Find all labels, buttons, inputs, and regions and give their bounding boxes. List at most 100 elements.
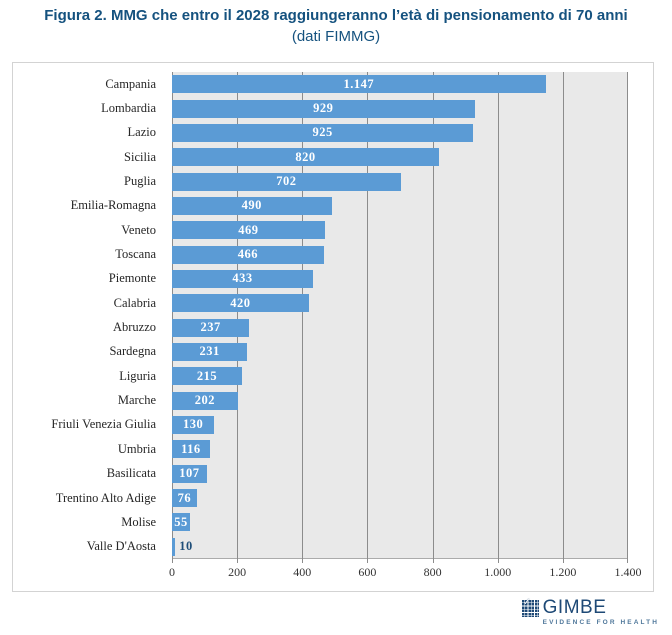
- category-label: Lombardia: [101, 101, 156, 116]
- bar-value-label: 466: [237, 247, 259, 262]
- category-label: Friuli Venezia Giulia: [51, 417, 156, 432]
- bar-row: 433: [172, 267, 628, 291]
- x-axis-line: [172, 558, 628, 559]
- bar-row: 925: [172, 121, 628, 145]
- bar-value-label: 215: [196, 368, 218, 383]
- bar: 820: [172, 148, 440, 167]
- category-label: Emilia-Romagna: [70, 198, 156, 213]
- bar-row: 215: [172, 364, 628, 388]
- gridline: [432, 72, 434, 559]
- bar-value-label: 231: [199, 344, 220, 359]
- category-label: Molise: [121, 514, 156, 529]
- category-label: Sardegna: [109, 344, 156, 359]
- gimbe-logo-tagline: EVIDENCE FOR HEALTH: [542, 619, 659, 626]
- gridline: [237, 72, 239, 559]
- chart-frame: Campania Lombardia Lazio Sicilia Puglia Emili…: [12, 62, 654, 592]
- x-axis-tick-label: 800: [423, 565, 442, 579]
- bar-row: 702: [172, 169, 628, 193]
- bar: 76: [172, 489, 197, 508]
- bar-row: 10: [172, 535, 628, 559]
- bar-value-label: 237: [200, 320, 221, 335]
- bar: 10: [172, 537, 192, 556]
- category-label: Sicilia: [124, 149, 156, 164]
- category-axis-labels: Campania Lombardia Lazio Sicilia Puglia Emili…: [13, 72, 164, 559]
- x-axis-tick-mark: [497, 559, 499, 563]
- bar-value-label: 116: [181, 441, 201, 456]
- bar-row: 237: [172, 315, 628, 339]
- bar-value-label: 490: [241, 198, 262, 213]
- figure-title-block: Figura 2. MMG che entro il 2028 raggiung…: [0, 6, 672, 47]
- gimbe-logo-icon: ✓: [521, 597, 539, 617]
- bar: 237: [172, 318, 250, 337]
- gridline: [497, 72, 499, 559]
- gimbe-logo: ✓ GIMBE EVIDENCE FOR HEALTH: [521, 597, 659, 626]
- category-label: Lazio: [127, 125, 156, 140]
- gridline: [562, 72, 564, 559]
- bar-value-label: 420: [230, 295, 251, 310]
- bar: 116: [172, 440, 210, 459]
- category-label: Calabria: [113, 295, 156, 310]
- category-label: Valle D'Aosta: [86, 539, 156, 554]
- x-axis-tick-label: 1.400: [614, 565, 642, 579]
- category-label: Piemonte: [108, 271, 156, 286]
- bar-row: 76: [172, 486, 628, 510]
- bar-value-label: 929: [313, 101, 334, 116]
- check-icon: ✓: [522, 597, 532, 608]
- gridline: [627, 72, 628, 559]
- bar-value-label: 820: [295, 149, 316, 164]
- category-label: Liguria: [119, 368, 156, 383]
- x-axis-tick-label: 1.000: [484, 565, 512, 579]
- category-label: Basilicata: [106, 466, 156, 481]
- x-axis-tick-labels: 0 200 400 600 800 1.000 1.200 1.400: [169, 565, 642, 581]
- category-label: Abruzzo: [112, 320, 156, 335]
- bar-value-label: 107: [179, 466, 200, 481]
- bar: 929: [172, 99, 475, 118]
- gridline: [302, 72, 304, 559]
- bar-row: 107: [172, 462, 628, 486]
- bar-row: 929: [172, 96, 628, 120]
- category-label: Toscana: [115, 247, 156, 262]
- bar: 469: [172, 221, 325, 240]
- bar-value-label: 10: [179, 539, 193, 554]
- x-axis-tick-mark: [432, 559, 434, 563]
- x-axis-tick-label: 400: [293, 565, 312, 579]
- bar: 490: [172, 196, 332, 215]
- bar: 1.147: [172, 75, 546, 94]
- bar-value-label: 469: [238, 222, 259, 237]
- bar: 420: [172, 294, 309, 313]
- bar: 925: [172, 123, 474, 142]
- x-axis-tick-mark: [172, 559, 173, 563]
- x-axis-tick-mark: [367, 559, 369, 563]
- gridline: [172, 72, 173, 559]
- bar-row: 202: [172, 388, 628, 412]
- x-axis-tick-label: 1.200: [549, 565, 577, 579]
- bar-row: 490: [172, 194, 628, 218]
- category-label: Veneto: [121, 222, 156, 237]
- category-label: Puglia: [124, 174, 156, 189]
- bar-value-label: 702: [276, 174, 297, 189]
- bar: 55: [172, 513, 190, 532]
- category-label: Marche: [117, 393, 156, 408]
- bar: 202: [172, 391, 238, 410]
- x-axis-tick-mark: [627, 559, 628, 563]
- bar-row: 469: [172, 218, 628, 242]
- bar-value-label: 925: [312, 125, 333, 140]
- figure-title: Figura 2. MMG che entro il 2028 raggiung…: [44, 7, 628, 24]
- bar-value-label: 55: [174, 514, 188, 529]
- bar-row: 420: [172, 291, 628, 315]
- bar-row: 130: [172, 413, 628, 437]
- bar-row: 116: [172, 437, 628, 461]
- bar: 433: [172, 269, 314, 288]
- bar: 130: [172, 415, 215, 434]
- category-label: Trentino Alto Adige: [55, 490, 156, 505]
- gimbe-logo-name: GIMBE: [542, 597, 607, 618]
- bar: 107: [172, 464, 207, 483]
- x-axis-tick-label: 0: [169, 565, 175, 579]
- x-axis-tick-mark: [302, 559, 304, 563]
- bar-value-label: 130: [183, 417, 204, 432]
- bar-rows: 1.147 929 925 820 702 490 469 466 433 420 237 231 21…: [172, 72, 628, 559]
- bar-value-label: 76: [177, 490, 192, 505]
- bar-row: 231: [172, 340, 628, 364]
- bar-value-label: 202: [194, 393, 216, 408]
- figure-subtitle: (dati FIMMG): [291, 28, 381, 45]
